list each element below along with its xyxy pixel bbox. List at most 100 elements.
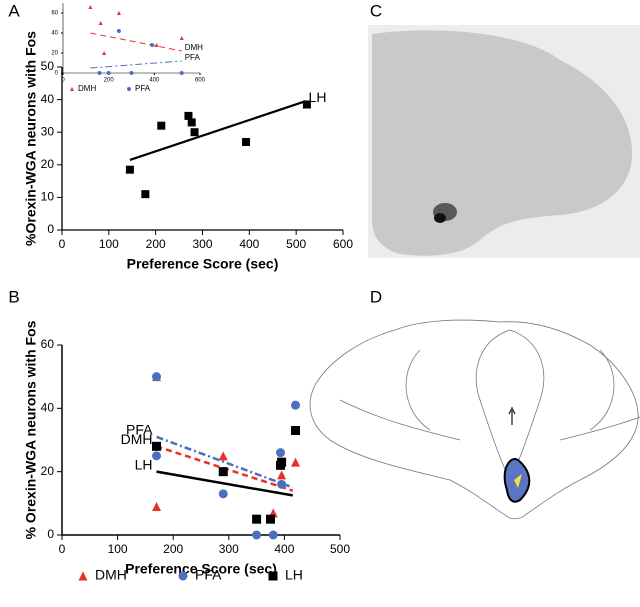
point [98, 21, 103, 25]
legend-label: DMH [78, 84, 96, 93]
y-tick-label: 40 [51, 31, 58, 37]
legend-label: PFA [135, 84, 151, 93]
fit-label: DMH [185, 43, 203, 52]
point [276, 448, 286, 458]
point [184, 111, 193, 120]
legend-label: DMH [95, 567, 127, 583]
point [150, 43, 155, 47]
point [116, 29, 121, 33]
point [302, 100, 311, 109]
fit-label: LH [135, 456, 153, 472]
x-tick-label: 400 [149, 77, 160, 83]
panel-label: D [370, 287, 382, 306]
x-tick-label: 200 [104, 77, 115, 83]
y-tick-label: 40 [41, 401, 55, 415]
x-tick-label: 600 [195, 77, 206, 83]
panel-label: C [370, 1, 382, 20]
point [125, 165, 134, 174]
point [178, 571, 188, 581]
point [268, 530, 278, 540]
y-tick-label: 50 [41, 59, 55, 73]
y-tick-label: 20 [41, 157, 55, 171]
point [116, 11, 121, 15]
x-tick-label: 100 [108, 542, 128, 556]
x-tick-label: 200 [163, 542, 183, 556]
point [152, 441, 162, 451]
point [266, 514, 275, 524]
point [277, 457, 287, 467]
point [252, 514, 262, 524]
y-axis-label: % Orexin-WGA neurons with Fos [23, 320, 39, 539]
x-tick-label: 400 [239, 237, 259, 251]
x-axis-label: Preference Score (sec) [127, 256, 279, 272]
point [179, 71, 184, 75]
point [218, 451, 228, 461]
point [154, 43, 159, 47]
x-axis-label: Preference Score (sec) [125, 561, 277, 577]
y-tick-label: 20 [51, 51, 58, 57]
y-tick-label: 60 [41, 337, 55, 351]
fit-line [156, 435, 294, 489]
x-tick-label: 600 [333, 237, 353, 251]
point [127, 87, 131, 91]
point [88, 5, 93, 9]
legend-label: LH [285, 567, 303, 583]
point [129, 71, 134, 75]
point [268, 571, 278, 581]
fit-line [90, 32, 182, 52]
point [141, 190, 150, 199]
x-tick-label: 400 [274, 542, 294, 556]
point [218, 489, 228, 499]
fit-label: DMH [121, 431, 153, 447]
point [291, 426, 301, 435]
y-axis-label: %Orexin-WGA neurons with Fos [23, 31, 39, 246]
point [106, 71, 111, 75]
y-tick-label: 0 [55, 71, 59, 77]
y-tick-label: 0 [47, 222, 54, 236]
legend-label: PFA [195, 567, 222, 583]
y-tick-label: 60 [51, 11, 58, 17]
brain-diagram [309, 319, 640, 520]
point [252, 530, 262, 540]
fit-line [156, 470, 293, 497]
fit-line [90, 60, 182, 69]
micrograph [368, 25, 640, 258]
point [242, 137, 251, 146]
y-tick-label: 10 [41, 190, 55, 204]
x-tick-label: 500 [286, 237, 306, 251]
point [291, 400, 301, 410]
y-tick-label: 30 [41, 124, 55, 138]
point [218, 467, 228, 477]
y-tick-label: 0 [47, 527, 54, 541]
point [190, 128, 199, 137]
fit-line [129, 100, 306, 161]
x-tick-label: 0 [59, 237, 66, 251]
point [277, 470, 287, 480]
point [179, 36, 184, 40]
point [291, 457, 301, 467]
y-tick-label: 40 [41, 92, 55, 106]
y-tick-label: 20 [41, 464, 55, 478]
point [187, 118, 196, 127]
x-tick-label: 200 [146, 237, 166, 251]
point [102, 51, 107, 55]
point [152, 372, 162, 382]
point [97, 71, 102, 75]
x-tick-label: 300 [219, 542, 239, 556]
x-tick-label: 300 [192, 237, 212, 251]
x-tick-label: 0 [59, 542, 66, 556]
point [157, 121, 166, 130]
fit-label: PFA [185, 53, 201, 62]
point [152, 451, 162, 461]
point [70, 87, 74, 91]
panel-label: B [8, 287, 19, 306]
panel-label: A [8, 1, 20, 20]
x-tick-label: 100 [99, 237, 119, 251]
point [152, 502, 162, 511]
point [78, 571, 88, 581]
x-tick-label: 0 [61, 77, 65, 83]
x-tick-label: 500 [330, 542, 350, 556]
fit-label: LH [309, 89, 327, 105]
point [277, 479, 287, 489]
